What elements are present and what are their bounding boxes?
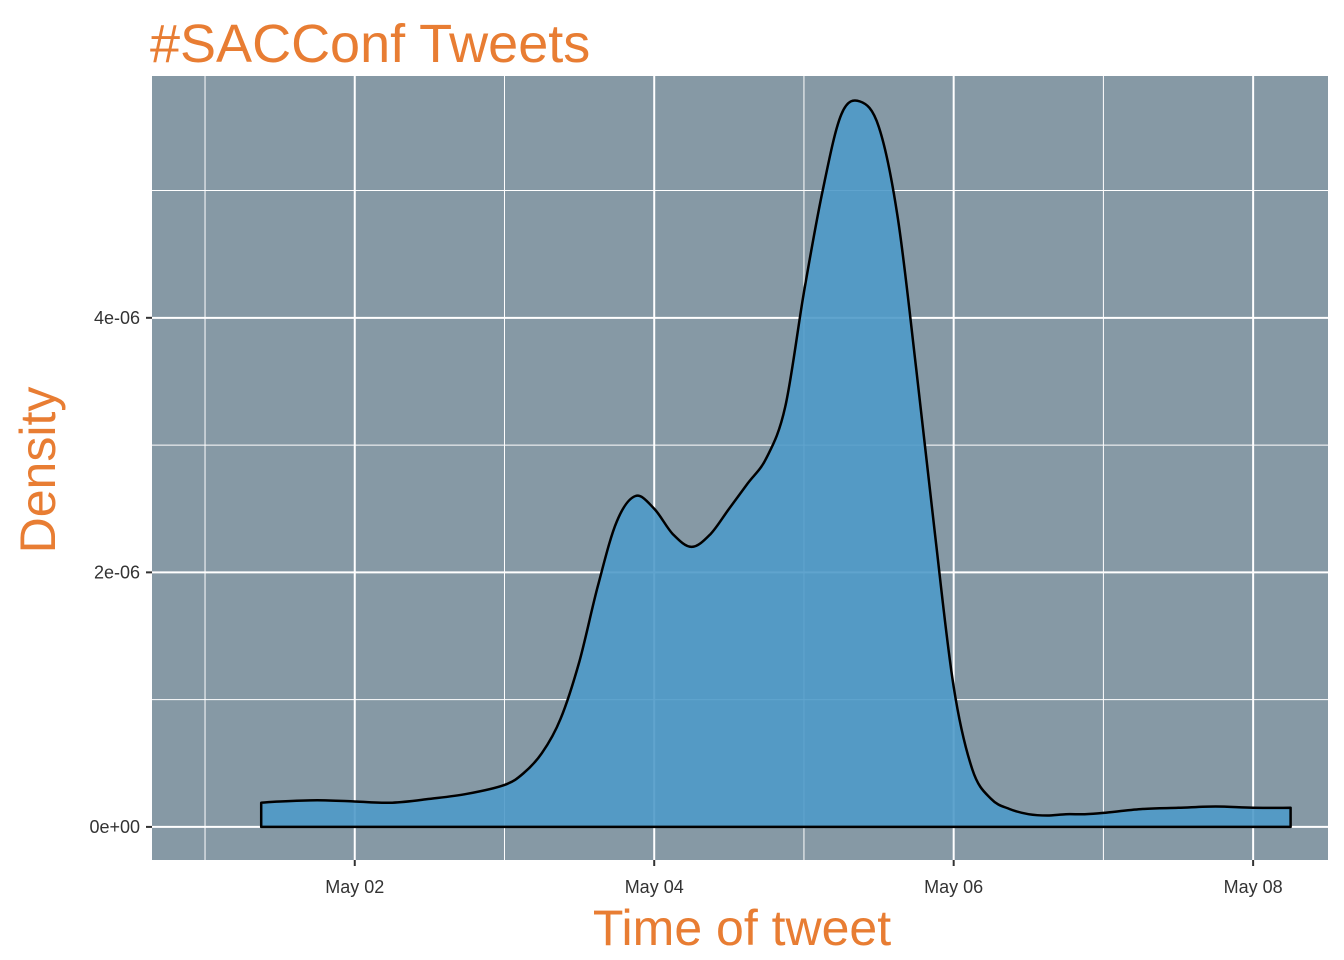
x-axis-tick-labels: May 02 May 04 May 06 May 08	[325, 877, 1282, 897]
chart-title: #SACConf Tweets	[150, 14, 590, 74]
y-axis-tick-labels: 0e+00 2e-06 4e-06	[89, 308, 140, 837]
y-axis-label: Density	[10, 387, 66, 554]
y-tick-label: 0e+00	[89, 817, 140, 837]
axis-ticks	[146, 316, 1255, 866]
y-tick-label: 4e-06	[94, 308, 140, 328]
density-area	[259, 99, 1292, 829]
y-tick-label: 2e-06	[94, 562, 140, 582]
x-tick-label: May 06	[924, 877, 983, 897]
x-tick-label: May 02	[325, 877, 384, 897]
x-tick-label: May 08	[1224, 877, 1283, 897]
x-axis-label: Time of tweet	[593, 900, 891, 956]
x-tick-label: May 04	[625, 877, 684, 897]
